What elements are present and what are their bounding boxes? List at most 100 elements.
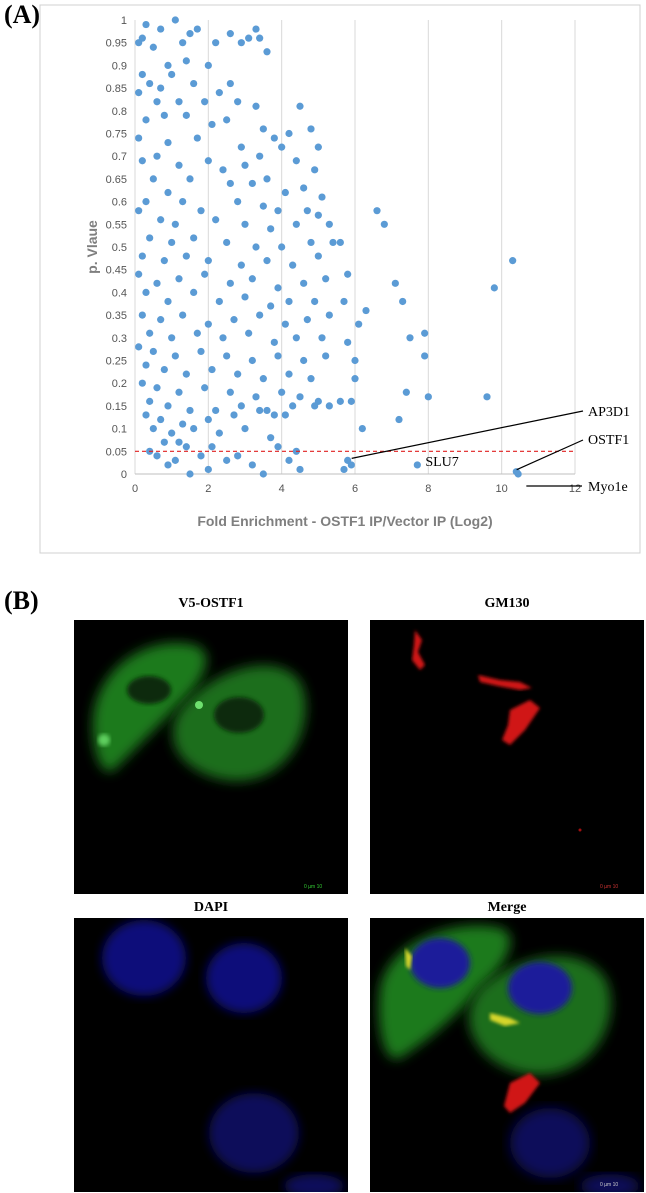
data-point: [142, 288, 150, 296]
data-point: [164, 402, 172, 410]
data-point: [285, 456, 293, 464]
data-point: [300, 356, 308, 365]
chart-grid: [134, 20, 576, 475]
data-point: [296, 393, 304, 401]
data-point: [252, 243, 260, 251]
data-point: [201, 384, 209, 392]
data-point: [204, 465, 212, 474]
data-point: [179, 311, 187, 319]
data-point: [164, 138, 172, 147]
data-point: [182, 111, 190, 119]
data-point: [252, 102, 260, 110]
data-point: [256, 406, 264, 415]
data-point: [179, 420, 187, 428]
data-point: [215, 429, 223, 437]
data-point: [142, 411, 150, 419]
data-point: [307, 375, 315, 383]
data-point: [311, 402, 319, 410]
micrograph-title-merge: Merge: [487, 900, 527, 915]
data-point: [175, 275, 183, 283]
data-point: [245, 34, 253, 42]
data-point: [281, 411, 289, 419]
data-point: [292, 157, 300, 165]
data-point: [281, 188, 289, 197]
y-tick-label: 0.2: [112, 378, 127, 390]
data-point: [340, 297, 348, 306]
y-tick-labels: 0 0.05 0.1 0.15 0.2 0.25 0.3 0.35 0.4 0.45 0.5 0.55…: [106, 15, 127, 481]
data-point: [186, 30, 194, 38]
micrograph-dapi: [74, 918, 348, 1192]
data-point: [138, 34, 146, 42]
data-point: [322, 352, 330, 360]
micrograph-v5-ostf1: 0 µm 10: [74, 620, 348, 894]
data-point: [230, 316, 238, 324]
data-point: [248, 275, 256, 283]
data-point: [234, 370, 242, 378]
data-point: [256, 311, 264, 319]
data-point: [237, 143, 245, 151]
data-point: [204, 320, 212, 328]
data-point: [344, 270, 352, 278]
annotations: AP3D1 SLU7 OSTF1 Myo1e: [351, 405, 630, 495]
data-point: [175, 388, 183, 396]
data-point: [226, 179, 234, 188]
annotation-label: SLU7: [425, 455, 458, 470]
data-point: [201, 270, 209, 278]
data-point: [135, 270, 143, 278]
data-point: [234, 98, 242, 106]
data-point: [153, 152, 161, 160]
data-point: [300, 184, 308, 192]
micrograph-title-v5-ostf1: V5-OSTF1: [178, 596, 244, 611]
x-tick-labels: 0 2 4 6 8 10 12: [132, 483, 581, 495]
data-point: [490, 284, 498, 292]
y-tick-label: 0.5: [112, 242, 127, 254]
data-point: [219, 166, 227, 174]
annotation-leader: [351, 410, 584, 459]
data-point: [234, 198, 242, 206]
data-point: [208, 120, 216, 129]
data-point: [193, 25, 201, 33]
data-point: [241, 293, 249, 301]
y-tick-label: 0.9: [112, 60, 127, 72]
data-point: [314, 211, 322, 219]
data-point: [190, 288, 198, 296]
data-point: [186, 175, 194, 183]
scale-bar-label: 0 µm 10: [600, 1182, 618, 1188]
data-point: [241, 161, 249, 169]
data-point: [248, 356, 256, 365]
scatter-chart: 0 0.05 0.1 0.15 0.2 0.25 0.3 0.35 0.4 0.45 0.5 0.55…: [39, 4, 641, 554]
data-point: [274, 352, 282, 360]
data-point: [135, 134, 143, 142]
data-point: [168, 70, 176, 79]
data-point: [351, 375, 359, 383]
y-tick-label: 0.05: [106, 446, 127, 458]
data-point: [149, 347, 157, 356]
data-point: [263, 257, 271, 265]
scale-bar-label: 0 µm 10: [304, 884, 322, 890]
data-point: [223, 238, 231, 247]
data-point: [223, 456, 231, 464]
data-point: [421, 329, 429, 337]
data-point: [329, 238, 337, 247]
x-tick-label: 12: [569, 483, 581, 495]
data-point: [175, 438, 183, 446]
data-point: [514, 470, 522, 478]
y-tick-label: 0.65: [106, 174, 127, 186]
annotation-leader: [516, 439, 584, 471]
data-point: [311, 297, 319, 306]
data-point: [380, 220, 388, 228]
data-point: [223, 116, 231, 124]
data-point: [135, 89, 143, 97]
y-tick-label: 0.25: [106, 356, 127, 368]
x-tick-label: 10: [496, 483, 508, 495]
y-tick-label: 0.35: [106, 310, 127, 322]
data-point: [157, 25, 165, 33]
data-point: [267, 225, 275, 233]
data-point: [164, 461, 172, 469]
data-point: [241, 425, 249, 433]
data-point: [237, 39, 245, 47]
data-point: [190, 234, 198, 242]
data-point: [351, 356, 359, 365]
data-point: [314, 143, 322, 151]
data-point: [311, 166, 319, 174]
